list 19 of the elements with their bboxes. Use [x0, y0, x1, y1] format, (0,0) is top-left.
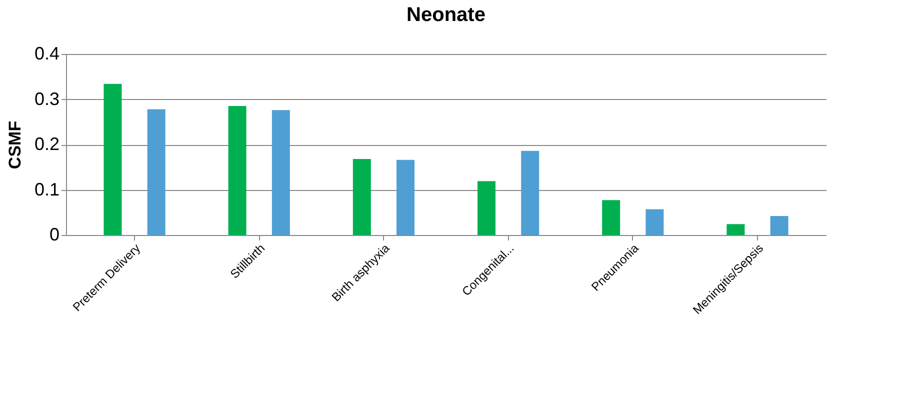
bar — [770, 216, 788, 235]
bar — [477, 181, 496, 235]
bar — [602, 200, 620, 235]
bar — [104, 84, 122, 235]
y-axis-title: CSMF — [5, 120, 24, 170]
y-tick-label: 0.1 — [34, 179, 60, 200]
y-tick-label: 0.2 — [34, 134, 60, 154]
bar — [352, 158, 371, 235]
y-tick-label: 0.4 — [34, 44, 60, 64]
y-tick-label: 0.3 — [34, 88, 60, 109]
bar — [726, 224, 745, 235]
y-tick-label: 0 — [49, 224, 60, 244]
bar — [272, 110, 290, 235]
bar — [521, 150, 540, 235]
bar — [646, 209, 664, 235]
bar — [228, 106, 246, 235]
chart-title: Neonate — [406, 4, 486, 26]
bar — [147, 109, 166, 235]
bar — [396, 160, 415, 235]
